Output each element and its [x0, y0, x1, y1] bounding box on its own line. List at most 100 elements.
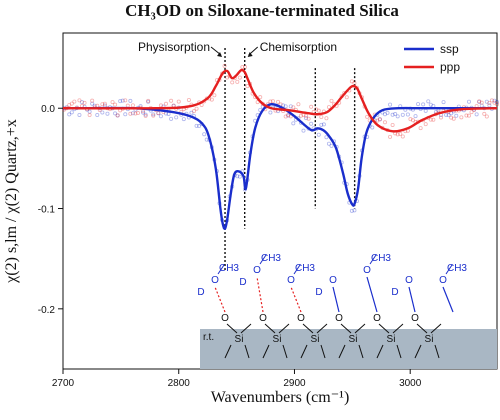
raw-data-point	[390, 122, 395, 127]
raw-data-point	[123, 112, 128, 117]
raw-data-point	[494, 100, 499, 105]
raw-data-point	[329, 143, 334, 148]
bond-line	[240, 323, 252, 334]
raw-data-point	[431, 117, 436, 122]
raw-data-point	[115, 113, 120, 118]
oxygen-atom: O	[259, 313, 267, 324]
molecule-oxygen: O	[253, 265, 261, 276]
y-tick-label: -0.1	[38, 205, 56, 216]
molecule-oxygen: O	[211, 275, 219, 286]
hydrogen-bond	[366, 276, 378, 313]
molecule-methyl: CH3	[447, 263, 467, 274]
bond-line	[354, 323, 366, 334]
raw-data-point	[118, 99, 123, 104]
hydrogen-bond	[332, 286, 340, 313]
raw-data-point	[454, 113, 459, 118]
raw-data-point	[237, 174, 242, 179]
bond-line	[262, 344, 270, 359]
raw-data-point	[283, 114, 288, 119]
y-tick-label: -0.2	[38, 305, 56, 316]
raw-data-point	[102, 101, 107, 106]
molecule-methyl: CH3	[219, 263, 239, 274]
bond-line	[320, 344, 326, 359]
x-tick-label: 2900	[283, 378, 306, 389]
raw-data-point	[385, 110, 390, 115]
raw-data-point	[82, 100, 87, 105]
raw-data-point	[489, 98, 494, 103]
raw-data-point	[113, 102, 118, 107]
raw-data-points	[62, 63, 499, 230]
raw-data-point	[79, 100, 84, 105]
raw-data-point	[444, 112, 449, 117]
raw-data-point	[466, 99, 471, 104]
oxygen-atom: O	[335, 313, 343, 324]
raw-data-point	[459, 115, 464, 120]
raw-data-point	[69, 110, 74, 115]
raw-data-point	[242, 65, 247, 70]
raw-data-point	[400, 134, 405, 139]
raw-data-point	[421, 102, 426, 107]
raw-data-point	[125, 103, 130, 108]
raw-data-point	[258, 95, 263, 100]
raw-data-point	[428, 117, 433, 122]
raw-data-point	[484, 114, 489, 119]
molecule-oxygen: O	[439, 275, 447, 286]
silicon-atom: Si	[425, 334, 434, 345]
molecule-deuterium: D	[197, 287, 204, 298]
series-line-ssp	[62, 102, 497, 230]
raw-data-point	[324, 135, 329, 140]
raw-data-point	[90, 101, 95, 106]
y-axis-title: χ(2) s,lm / χ(2) Quartz,+x	[3, 119, 20, 284]
raw-data-point	[286, 112, 291, 117]
y-tick-label: 0.0	[41, 104, 55, 115]
oxygen-atom: O	[373, 313, 381, 324]
raw-data-point	[352, 81, 357, 86]
bond-line	[217, 264, 225, 275]
raw-data-point	[423, 108, 428, 113]
siloxane-atoms: O Si O Si O Si O Si O Si O Si	[221, 313, 433, 345]
oxygen-atom: O	[221, 313, 229, 324]
bond-line	[244, 344, 250, 359]
raw-data-point	[240, 65, 245, 70]
raw-data-point	[186, 97, 191, 102]
raw-data-point	[388, 134, 393, 139]
chart-title: CH₃OD on Siloxane-terminated Silica	[125, 1, 399, 20]
bond-line	[416, 323, 428, 334]
raw-data-point	[484, 99, 489, 104]
raw-data-point	[194, 106, 199, 111]
bond-line	[282, 344, 288, 359]
raw-data-point	[146, 99, 151, 104]
bond-line	[434, 344, 440, 359]
raw-data-point	[181, 117, 186, 122]
bond-line	[392, 323, 404, 334]
raw-data-point	[164, 101, 169, 106]
raw-data-point	[370, 125, 375, 130]
raw-data-point	[156, 111, 161, 116]
molecule-methyl: CH3	[261, 253, 281, 264]
raw-data-point	[349, 79, 354, 84]
molecule-deuterium: D	[391, 287, 398, 298]
raw-data-point	[326, 141, 331, 146]
raw-data-point	[169, 98, 174, 103]
raw-data-point	[423, 122, 428, 127]
raw-data-point	[72, 99, 77, 104]
raw-data-point	[438, 115, 443, 120]
molecule-methyl: CH3	[371, 253, 391, 264]
bond-line	[338, 344, 346, 359]
hydrogen-bond	[442, 286, 454, 313]
raw-data-point	[77, 98, 82, 103]
raw-data-point	[158, 114, 163, 119]
raw-data-point	[100, 102, 105, 107]
raw-data-point	[128, 98, 133, 103]
raw-data-point	[482, 111, 487, 116]
y-axis-title-text: χ(2) s,lm / χ(2) Quartz,+x	[3, 119, 20, 284]
x-axis-title: Wavenumbers (cm⁻¹)	[211, 389, 350, 406]
raw-data-point	[197, 124, 202, 129]
raw-data-point	[245, 84, 250, 89]
raw-data-point	[316, 132, 321, 137]
raw-data-point	[288, 104, 293, 109]
raw-data-point	[393, 112, 398, 117]
raw-data-point	[375, 118, 380, 123]
